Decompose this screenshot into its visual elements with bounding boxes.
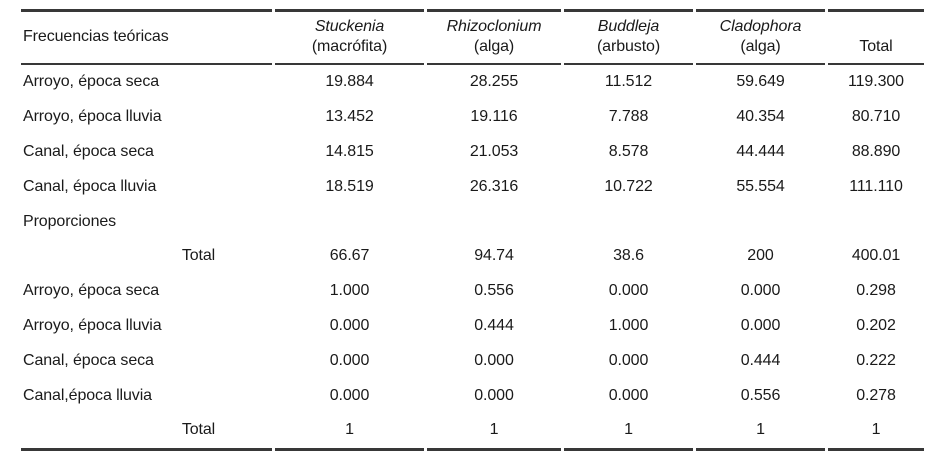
table-cell	[564, 204, 693, 239]
genus-name: Rhizoclonium	[446, 18, 542, 35]
table-cell: 0.000	[329, 351, 370, 369]
table-row: Arroyo, época seca 19.884 28.255 11.512 …	[21, 65, 924, 100]
organism-group: (arbusto)	[596, 38, 661, 55]
table-cell: 19.884	[325, 73, 374, 91]
table-header: Frecuencias teóricas Stuckenia (macrófit…	[21, 9, 924, 65]
table-cell: 0.556	[740, 386, 781, 404]
table-cell: 0.000	[474, 386, 514, 404]
table-cell: 1	[564, 413, 693, 451]
table-cell: 28.255	[469, 73, 519, 91]
table-cell: 0.000	[740, 316, 781, 334]
table-cell: 13.452	[325, 108, 374, 126]
table-cell: 119.300	[848, 73, 904, 91]
row-label: Total	[181, 247, 216, 265]
table-cell: 0.202	[856, 316, 896, 334]
table-row: Canal, época lluvia 18.519 26.316 10.722…	[21, 169, 924, 204]
genus-name: Cladophora	[719, 18, 802, 35]
table-cell: 18.519	[325, 177, 374, 195]
organism-group: (alga)	[473, 38, 515, 55]
genus-name: Buddleja	[597, 18, 660, 35]
table-cell: 0.000	[608, 282, 649, 300]
total-row: Total 66.67 94.74 38.6 200 400.01	[21, 239, 924, 274]
row-label: Arroyo, época lluvia	[23, 108, 162, 126]
table-row: Canal,época lluvia 0.000 0.000 0.000 0.5…	[21, 378, 924, 413]
row-label: Canal,época lluvia	[23, 386, 152, 404]
table-cell: 80.710	[851, 108, 901, 126]
table-cell: 26.316	[469, 177, 519, 195]
section-row: Proporciones	[21, 204, 924, 239]
table-body: Arroyo, época seca 19.884 28.255 11.512 …	[21, 65, 924, 451]
table-cell: 0.000	[608, 351, 649, 369]
table-cell: 0.000	[329, 386, 370, 404]
table-cell: 0.298	[856, 282, 896, 300]
table-cell: 38.6	[613, 247, 644, 265]
table-cell	[696, 204, 825, 239]
total-row: Total 1 1 1 1 1	[21, 413, 924, 451]
table-cell: 66.67	[329, 247, 370, 265]
table-cell	[427, 204, 561, 239]
table-cell: 19.116	[470, 108, 518, 126]
table-cell: 55.554	[736, 177, 785, 195]
header-cell-rhizoclonium: Rhizoclonium (alga)	[427, 9, 561, 65]
header-cell-cladophora: Cladophora (alga)	[696, 9, 825, 65]
table-cell: 59.649	[736, 73, 785, 91]
table-cell: 1	[696, 413, 825, 451]
theoretical-frequencies-table: Frecuencias teóricas Stuckenia (macrófit…	[18, 9, 927, 451]
table-cell: 0.278	[856, 386, 896, 404]
table-cell: 400.01	[851, 247, 901, 265]
table-row: Arroyo, época lluvia 13.452 19.116 7.788…	[21, 100, 924, 135]
table-cell: 94.74	[474, 247, 514, 265]
table-cell: 0.556	[474, 282, 514, 300]
section-label: Proporciones	[23, 212, 117, 230]
genus-name: Stuckenia	[314, 18, 385, 35]
table-cell: 1.000	[608, 316, 649, 334]
table-cell: 8.578	[608, 142, 649, 160]
table-cell	[275, 204, 424, 239]
row-label: Arroyo, época seca	[23, 282, 160, 300]
table-cell: 1	[828, 413, 924, 451]
table-cell: 40.354	[736, 108, 785, 126]
table-cell: 88.890	[851, 142, 901, 160]
header-cell-buddleja: Buddleja (arbusto)	[564, 9, 693, 65]
table-cell: 0.000	[608, 386, 649, 404]
row-label: Arroyo, época lluvia	[23, 316, 162, 334]
table-row: Canal, época seca 14.815 21.053 8.578 44…	[21, 135, 924, 170]
table-cell: 11.512	[604, 73, 653, 91]
table-cell: 0.444	[474, 316, 514, 334]
header-cell-total: Total	[828, 9, 924, 65]
table-cell: 44.444	[736, 142, 785, 160]
header-cell-stuckenia: Stuckenia (macrófita)	[275, 9, 424, 65]
table-row: Canal, época seca 0.000 0.000 0.000 0.44…	[21, 343, 924, 378]
header-row: Frecuencias teóricas Stuckenia (macrófit…	[21, 9, 924, 65]
table-cell: 10.722	[604, 177, 653, 195]
table-cell: 7.788	[608, 108, 649, 126]
table-cell: 1	[427, 413, 561, 451]
table-cell: 0.444	[740, 351, 781, 369]
table-cell: 1	[275, 413, 424, 451]
organism-group: (alga)	[740, 38, 781, 55]
organism-group: (macrófita)	[311, 38, 388, 55]
row-label: Canal, época seca	[23, 142, 154, 160]
row-label: Total	[21, 413, 272, 451]
table-cell: 0.222	[856, 351, 896, 369]
table-cell: 21.053	[469, 142, 519, 160]
row-label: Arroyo, época seca	[23, 73, 160, 91]
row-label: Canal, época lluvia	[23, 177, 157, 195]
header-cell-row-label: Frecuencias teóricas	[21, 9, 272, 65]
row-label: Canal, época seca	[23, 351, 154, 369]
table-cell: 200	[747, 247, 774, 265]
table-cell: 1.000	[329, 282, 370, 300]
table-cell: 14.815	[325, 142, 374, 160]
table-cell: 0.000	[740, 282, 781, 300]
table-row: Arroyo, época seca 1.000 0.556 0.000 0.0…	[21, 274, 924, 309]
table-cell	[828, 204, 924, 239]
table-cell: 111.110	[849, 177, 903, 195]
table-cell: 0.000	[474, 351, 514, 369]
table-cell: 0.000	[329, 316, 370, 334]
table-row: Arroyo, época lluvia 0.000 0.444 1.000 0…	[21, 309, 924, 344]
